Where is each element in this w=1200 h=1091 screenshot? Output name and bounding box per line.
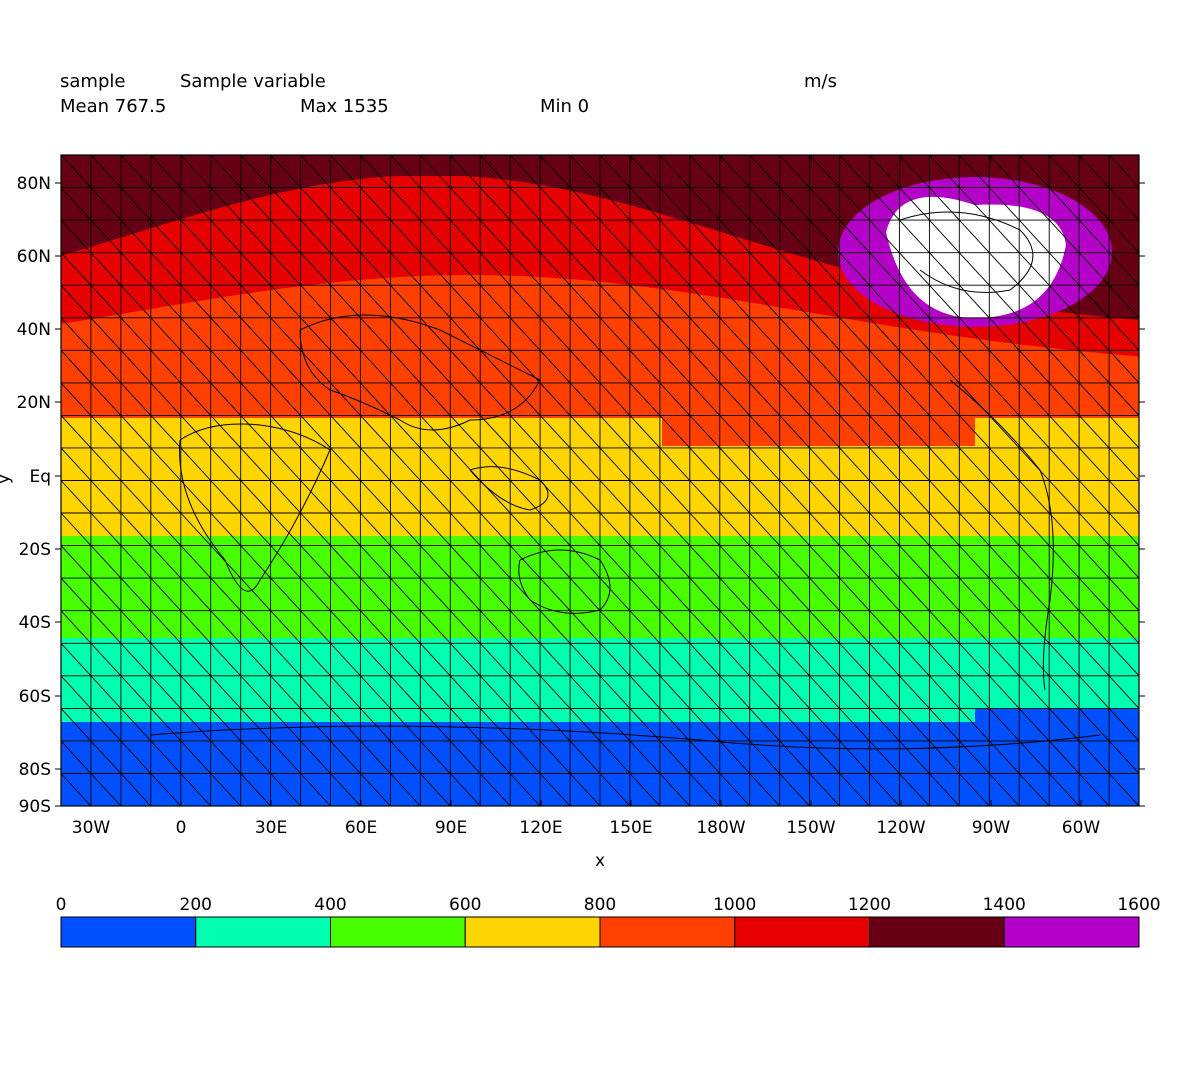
colorbar-swatch [734,916,870,948]
variable-long-name: Sample variable [180,71,326,92]
coastline-2 [518,549,611,614]
x-tick-label: 60W [1062,818,1101,838]
y-axis: 80N 60N 40N 20N Eq 20S 40S 60S 80S 90S [17,174,1145,817]
x-tick-label: 150W [786,818,835,838]
coastline-6 [899,211,1034,293]
colorbar-swatch [330,916,466,948]
x-tick-label: 0 [176,818,187,838]
y-tick-label: Eq [29,467,51,487]
x-axis-label: x [595,851,605,871]
y-tick-label: 40S [19,613,51,633]
colorbar-level-label: 1600 [1117,895,1160,915]
colorbar-swatch [869,916,1005,948]
grid-mesh-lines [61,155,1139,806]
coastlines [149,211,1101,750]
colorbar-level-label: 400 [314,895,346,915]
colorbar-swatch [464,916,601,948]
mean-stat: Mean 767.5 [60,96,167,117]
y-tick-label: 60S [19,687,51,707]
colorbar-level-label: 0 [56,895,67,915]
coastline-0 [179,423,331,592]
y-tick-label: 80N [17,174,51,194]
colorbar-swatch [599,916,736,948]
plot-area [61,155,1139,806]
colorbar-swatch [60,916,197,948]
y-axis-label: y [0,474,14,484]
colorbar-level-label: 600 [449,895,481,915]
x-tick-label: 120W [876,818,925,838]
min-stat: Min 0 [540,96,590,117]
max-stat: Max 1535 [300,96,389,117]
x-tick-label: 90E [435,818,467,838]
colorbar-level-label: 200 [180,895,212,915]
y-tick-label: 80S [19,760,51,780]
x-tick-label: 30E [255,818,287,838]
units-label: m/s [804,71,837,92]
colorbar-swatch [195,916,331,948]
y-tick-label: 40N [17,320,51,340]
coastline-1 [299,314,541,431]
x-tick-label: 120E [519,818,562,838]
y-tick-label: 20S [19,540,51,560]
coastline-5 [949,379,1054,691]
variable-name: sample [60,71,126,92]
colorbar-swatch [1003,916,1140,948]
colorbar-level-label: 1000 [713,895,756,915]
plot-frame [60,154,1140,807]
x-tick-label: 150E [609,818,652,838]
y-tick-label: 20N [17,393,51,413]
y-tick-label: 90S [19,797,51,817]
colorbar-level-label: 1400 [983,895,1026,915]
x-tick-label: 180W [696,818,745,838]
x-axis: 30W 0 30E 60E 90E 120E 150E 180W 150W 120W 90W 60W [72,155,1101,838]
colorbar-level-label: 1200 [848,895,891,915]
colorbar: 0 200 400 600 800 1000 1200 1400 1600 [56,895,1161,948]
x-tick-label: 90W [972,818,1011,838]
coastline-4 [149,725,1101,750]
grid-mesh [61,155,1139,806]
field-step-c [662,418,975,446]
field-step-a [975,709,1139,723]
y-tick-label: 60N [17,247,51,267]
colorbar-level-label: 800 [584,895,616,915]
x-tick-label: 60E [345,818,377,838]
x-tick-label: 30W [72,818,111,838]
coastline-3 [469,466,549,511]
